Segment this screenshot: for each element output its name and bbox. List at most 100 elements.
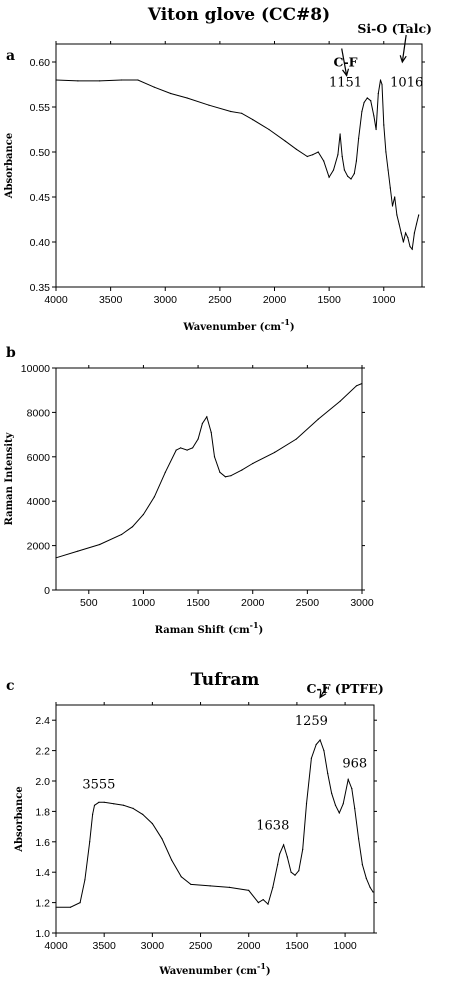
data-point [171, 859, 173, 861]
y-tick-label: 2.2 [35, 746, 50, 758]
data-point [323, 750, 325, 752]
data-point [113, 803, 115, 805]
annotation-arrow-shaft [319, 686, 328, 698]
x-tick-label: 3500 [99, 294, 123, 306]
y-axis-label: Raman Intensity [4, 431, 15, 525]
data-point [317, 418, 319, 420]
data-point [79, 902, 81, 904]
data-point [391, 205, 394, 207]
data-point [252, 462, 254, 465]
y-tick-label: 0.45 [30, 192, 51, 204]
annotation-arrow-shaft [341, 48, 348, 76]
data-point [315, 743, 317, 746]
data-point [190, 883, 192, 886]
data-point [55, 906, 57, 908]
data-point [383, 124, 385, 126]
annotation-label: Si-O (Talc) [357, 21, 432, 36]
annotation-label: 1259 [295, 714, 328, 729]
data-point [248, 889, 250, 892]
y-tick-label: 2.0 [35, 776, 50, 788]
data-point [334, 804, 337, 806]
y-tick-label: 0 [44, 585, 50, 597]
data-point [358, 838, 360, 840]
annotation-label: 1151 [329, 75, 362, 90]
annotation-arrow-head [399, 55, 407, 64]
data-point [151, 823, 153, 825]
data-point [197, 438, 199, 440]
data-point [339, 400, 341, 402]
data-point [230, 475, 232, 477]
y-tick-label: 6000 [27, 452, 51, 464]
data-point [224, 476, 226, 478]
data-point [366, 97, 368, 99]
data-point [323, 160, 325, 162]
data-point [153, 496, 155, 498]
data-point [372, 891, 374, 893]
panel-letter: b [6, 345, 16, 361]
data-point [319, 739, 321, 741]
data-point [343, 169, 345, 171]
data-point [186, 97, 188, 99]
x-tick-label: 1000 [132, 597, 156, 609]
data-point [358, 137, 360, 140]
data-point [361, 110, 363, 113]
annotation-arrow-head [319, 690, 327, 699]
x-axis-label: Wavenumber (cm-1) [158, 961, 270, 977]
data-point [262, 899, 264, 901]
y-tick-label: 0.40 [30, 237, 51, 249]
data-point [394, 196, 396, 198]
data-point [206, 416, 208, 418]
data-point [400, 232, 402, 234]
x-tick-label: 3000 [154, 294, 178, 306]
chart-title: Viton glove (CC#8) [147, 5, 330, 25]
data-point [272, 886, 274, 889]
data-point [418, 214, 420, 216]
data-point [153, 86, 155, 88]
data-point [405, 232, 407, 234]
data-point [411, 248, 413, 250]
data-point [219, 471, 221, 473]
data-point [305, 803, 308, 805]
data-point [274, 451, 276, 453]
data-point [170, 92, 172, 95]
x-tick-label: 2000 [241, 597, 265, 609]
data-point [331, 792, 333, 794]
panel-letter: c [6, 678, 15, 694]
data-point [257, 902, 259, 904]
y-tick-label: 0.35 [30, 282, 51, 294]
data-point [290, 871, 292, 873]
x-tick-label: 500 [80, 597, 98, 609]
data-point [77, 550, 79, 552]
data-point [402, 241, 404, 243]
chart-panel-b: b 500 1000 1500 2000 2500 3000 0 2000 4000 6000 800… [4, 345, 374, 636]
data-point [286, 856, 288, 858]
series-line [56, 739, 374, 908]
y-tick-label: 1.4 [35, 867, 50, 879]
data-point [369, 886, 371, 889]
data-point [241, 112, 243, 114]
data-point [142, 513, 144, 516]
annotation-arrow-head [342, 68, 350, 77]
data-point [186, 449, 188, 451]
data-point [175, 449, 177, 451]
data-point [180, 876, 182, 878]
data-point [361, 864, 363, 866]
data-point [142, 813, 144, 816]
annotation-label: 1638 [256, 819, 289, 834]
data-point [413, 232, 415, 234]
data-point [284, 140, 286, 142]
data-point [99, 80, 101, 82]
annotation-label: C-F (PTFE) [306, 681, 383, 696]
data-point [385, 151, 387, 153]
data-point [161, 838, 163, 840]
data-point [241, 469, 243, 471]
data-point [55, 79, 57, 81]
data-point [283, 844, 285, 846]
x-tick-label: 2000 [237, 940, 261, 952]
plot-frame [55, 367, 363, 591]
data-point [370, 100, 372, 102]
data-point [350, 178, 352, 180]
y-tick-label: 0.50 [30, 147, 51, 159]
data-point [279, 853, 281, 855]
